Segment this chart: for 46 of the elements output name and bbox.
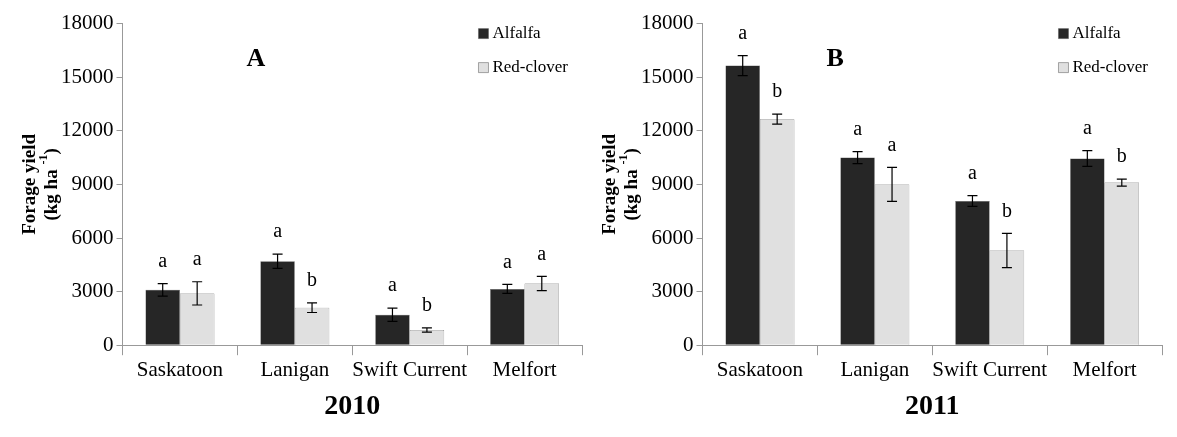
data-label: a	[887, 132, 897, 155]
x-tick-label: Melfort	[492, 357, 557, 382]
legend-label: Red-clover	[1072, 57, 1149, 77]
data-label: a	[158, 248, 168, 271]
x-tick-label: Swift Current	[932, 357, 1048, 382]
data-label: a	[853, 116, 863, 139]
x-tick-label: Lanigan	[840, 357, 910, 382]
x-axis-title: 2010	[324, 389, 381, 421]
y-tick-label: 12000	[61, 117, 114, 142]
data-label: b	[772, 79, 783, 102]
x-tick-label: Saskatoon	[136, 357, 224, 382]
legend-label: Alfalfa	[1072, 23, 1122, 43]
y-tick-label: 15000	[61, 63, 114, 88]
y-tick-label: 0	[103, 331, 114, 356]
data-label: a	[388, 273, 398, 296]
y-tick-label: 3000	[651, 278, 694, 303]
y-tick-label: 15000	[641, 63, 694, 88]
legend-label: Alfalfa	[492, 23, 542, 43]
x-tick-label: Lanigan	[260, 357, 330, 382]
data-label: b	[421, 293, 432, 316]
data-label: b	[1116, 144, 1127, 167]
data-label: a	[738, 20, 748, 43]
y-tick-label: 18000	[641, 10, 694, 35]
y-tick-label: 18000	[61, 10, 114, 35]
x-axis-title: 2011	[905, 389, 960, 421]
y-tick-label: 12000	[641, 117, 694, 142]
data-label: a	[1082, 115, 1092, 138]
y-tick-label: 6000	[651, 224, 694, 249]
y-tick-label: 9000	[71, 170, 114, 195]
annotation: B	[826, 42, 844, 72]
x-tick-label: Swift Current	[352, 357, 468, 382]
annotation: A	[246, 42, 266, 72]
x-tick-label: Melfort	[1072, 357, 1137, 382]
y-tick-label: 6000	[71, 224, 114, 249]
y-tick-label: 9000	[651, 170, 694, 195]
data-label: b	[1001, 198, 1012, 221]
x-tick-label: Saskatoon	[716, 357, 804, 382]
y-tick-label: 3000	[71, 278, 114, 303]
data-label: a	[192, 247, 202, 270]
data-label: a	[502, 249, 512, 272]
data-label: b	[307, 268, 318, 291]
y-tick-label: 0	[683, 331, 694, 356]
data-label: a	[273, 219, 283, 242]
legend-label: Red-clover	[492, 57, 569, 77]
data-label: a	[968, 160, 978, 183]
data-label: a	[537, 241, 547, 264]
